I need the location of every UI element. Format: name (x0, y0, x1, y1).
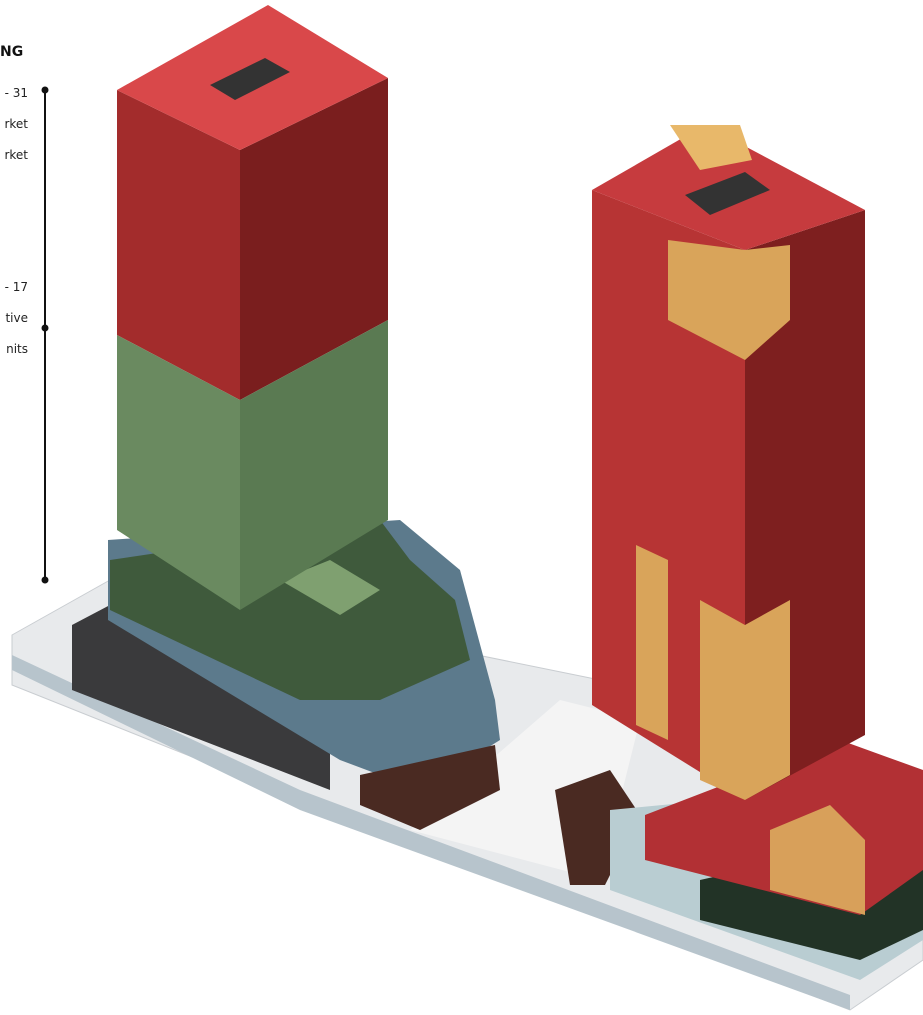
legend-line-text: tive (5, 311, 28, 325)
roof-core-right (685, 172, 770, 215)
tower-left-green-left (117, 335, 240, 610)
legend-range: - 17 (4, 280, 28, 294)
base-edge (12, 655, 850, 1010)
tower-left-green-right (240, 320, 388, 610)
roof-core (210, 58, 290, 100)
podium-brown (360, 745, 500, 830)
podium-gold (770, 805, 865, 915)
legend-title: NG (0, 44, 24, 60)
roof-gold (670, 125, 752, 170)
legend-line-text: rket (4, 117, 28, 131)
legend: - 31 rket rket - 17 tive nits (0, 0, 28, 400)
podium-dark (72, 605, 330, 790)
legend-range: - 31 (4, 86, 28, 100)
legend-line-text: rket (4, 148, 28, 162)
tower-left-red-left (117, 90, 240, 400)
legend-dot (41, 324, 49, 332)
legend-dot (41, 576, 49, 584)
legend-dot (41, 86, 49, 94)
podium-light-green (280, 560, 380, 615)
legend-line-text: nits (6, 342, 28, 356)
gold-panel-left (636, 545, 668, 740)
gold-panel-top (668, 240, 790, 360)
tower-left-red-right (240, 78, 388, 400)
gold-panel-bottom (700, 600, 790, 800)
